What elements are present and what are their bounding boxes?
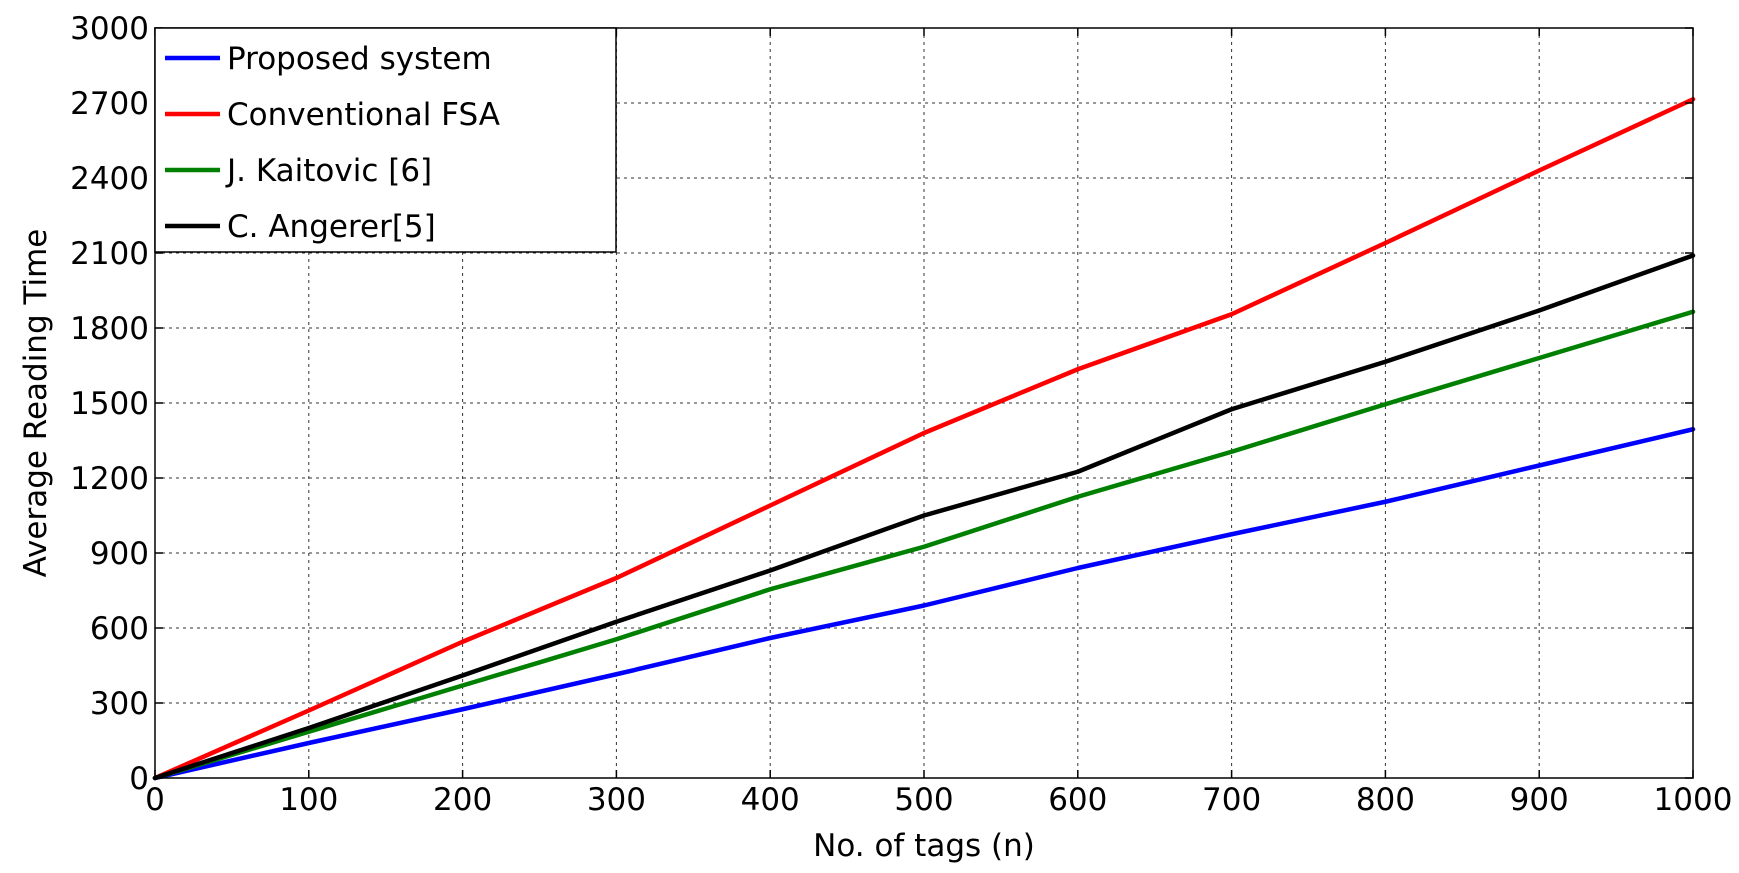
- series-lines: [152, 97, 1696, 781]
- x-tick-label: 200: [433, 782, 492, 818]
- series-line-conventional-fsa: [152, 97, 1696, 781]
- y-tick-label: 0: [129, 761, 149, 797]
- legend-label-j-kaitovic-6: J. Kaitovic [6]: [225, 153, 432, 189]
- x-tick-label: 400: [741, 782, 800, 818]
- x-tick-label: 900: [1510, 782, 1569, 818]
- y-tick-label: 1200: [70, 461, 149, 497]
- y-tick-label: 600: [90, 611, 149, 647]
- x-axis-title: No. of tags (n): [813, 828, 1035, 864]
- x-tick-label: 1000: [1654, 782, 1733, 818]
- series-line-proposed-system: [152, 427, 1696, 781]
- legend-label-proposed-system: Proposed system: [227, 41, 492, 77]
- series-line-c-angerer-5: [152, 253, 1696, 781]
- x-tick-label: 600: [1048, 782, 1107, 818]
- y-tick-label: 2700: [70, 86, 149, 122]
- grid-lines: [155, 28, 1693, 778]
- legend-box: [154, 27, 617, 253]
- y-tick-label: 300: [90, 686, 149, 722]
- x-tick-label: 100: [279, 782, 338, 818]
- y-axis-title: Average Reading Time: [18, 229, 54, 578]
- y-tick-label: 2400: [70, 161, 149, 197]
- x-tick-label: 0: [145, 782, 165, 818]
- x-tick-label: 300: [587, 782, 646, 818]
- legend-label-c-angerer-5: C. Angerer[5]: [227, 209, 436, 245]
- y-tick-label: 3000: [70, 11, 149, 47]
- x-tick-label: 500: [894, 782, 953, 818]
- y-tick-label: 2100: [70, 236, 149, 272]
- x-tick-label: 800: [1356, 782, 1415, 818]
- y-tick-label: 900: [90, 536, 149, 572]
- legend: Proposed system Conventional FSA J. Kaito…: [154, 27, 617, 253]
- x-tick-label: 700: [1202, 782, 1261, 818]
- axis-ticks: 0 100 200 300 400 500 600 700 800 900 1000 0 300 600 9…: [70, 11, 1732, 818]
- legend-label-conventional-fsa: Conventional FSA: [227, 97, 500, 133]
- y-tick-label: 1800: [70, 311, 149, 347]
- series-line-j-kaitovic-6: [152, 309, 1696, 781]
- y-tick-label: 1500: [70, 386, 149, 422]
